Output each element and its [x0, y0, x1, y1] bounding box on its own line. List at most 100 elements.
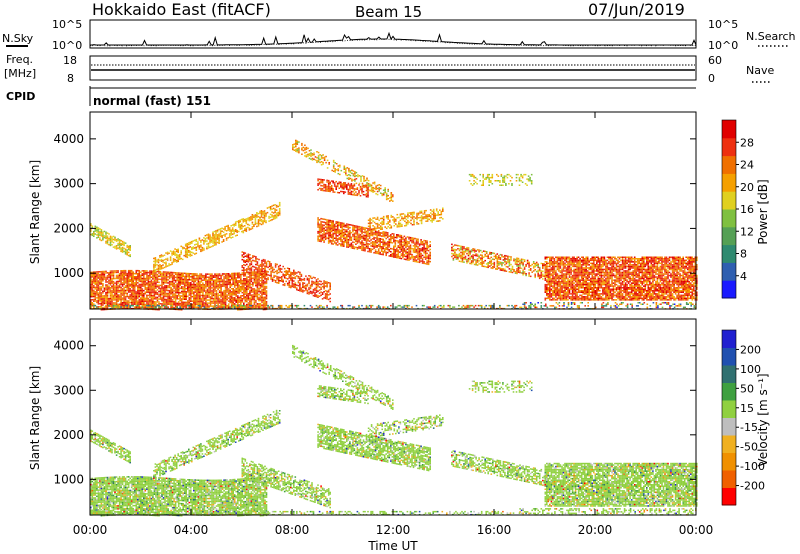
echo-cell	[261, 295, 263, 297]
echo-cell	[161, 274, 163, 276]
echo-cell	[213, 235, 216, 237]
echo-cell	[318, 280, 321, 282]
echo-cell	[202, 290, 204, 292]
echo-cell	[176, 298, 178, 300]
echo-cell	[155, 273, 157, 276]
echo-cell	[330, 221, 333, 224]
echo-cell	[420, 257, 422, 259]
echo-cell	[362, 184, 365, 187]
echo-cell	[427, 263, 430, 266]
echo-cell	[115, 303, 118, 306]
echo-cell	[147, 281, 150, 283]
echo-cell	[253, 255, 256, 258]
echo-cell	[371, 234, 374, 237]
echo-cell	[90, 282, 92, 284]
echo-cell	[379, 228, 382, 230]
echo-cell	[292, 144, 294, 146]
echo-cell	[214, 296, 216, 298]
echo-cell	[392, 195, 394, 198]
echo-cell	[209, 290, 212, 292]
echo-cell	[246, 285, 248, 287]
echo-cell	[291, 279, 294, 282]
beam-title: Beam 15	[355, 3, 422, 21]
echo-cell	[215, 290, 218, 292]
echo-cell	[393, 234, 395, 237]
echo-cell	[242, 225, 245, 228]
echo-cell	[399, 236, 401, 238]
echo-cell	[376, 216, 379, 219]
echo-cell	[175, 253, 178, 256]
echo-cell	[300, 278, 303, 280]
echo-cell	[137, 274, 139, 276]
echo-cell	[303, 282, 306, 284]
echo-cell	[170, 291, 172, 293]
echo-cell	[268, 220, 270, 222]
echo-cell	[187, 285, 189, 287]
echo-cell	[211, 293, 213, 295]
echo-cell	[244, 228, 246, 230]
echo-cell	[323, 189, 325, 192]
echo-cell	[243, 302, 245, 304]
echo-cell	[150, 281, 153, 283]
echo-cell	[165, 274, 168, 276]
echo-cell	[244, 297, 247, 300]
echo-cell	[344, 182, 347, 184]
echo-cell	[249, 291, 251, 293]
echo-cell	[108, 302, 110, 304]
echo-cell	[246, 260, 248, 263]
echo-cell	[193, 283, 195, 286]
echo-cell	[112, 299, 115, 301]
echo-cell	[356, 227, 359, 229]
echo-cell	[208, 291, 210, 294]
echo-cell	[364, 227, 366, 229]
echo-cell	[117, 244, 119, 246]
echo-cell	[102, 307, 104, 309]
echo-cell	[213, 238, 216, 240]
echo-cell	[144, 280, 147, 283]
echo-cell	[252, 291, 254, 293]
echo-cell	[126, 292, 128, 295]
echo-cell	[420, 260, 422, 262]
echo-cell	[194, 280, 197, 283]
echo-cell	[317, 159, 320, 161]
echo-cell	[327, 181, 330, 183]
echo-cell	[149, 273, 151, 275]
echo-cell	[108, 282, 110, 285]
echo-cell	[327, 240, 330, 243]
echo-cell	[174, 248, 176, 250]
echo-cell	[324, 238, 327, 241]
echo-cell	[117, 297, 119, 299]
echo-cell	[364, 237, 366, 240]
echo-cell	[311, 283, 313, 286]
echo-cell	[114, 239, 116, 242]
echo-cell	[249, 286, 251, 289]
echo-cell	[223, 297, 225, 299]
echo-cell	[227, 306, 230, 308]
echo-cell	[91, 280, 94, 283]
echo-cell	[343, 185, 345, 187]
echo-cell	[181, 248, 184, 250]
echo-cell	[200, 303, 203, 306]
echo-cell	[417, 253, 419, 256]
echo-cell	[227, 288, 230, 290]
echo-cell	[230, 292, 233, 295]
echo-cell	[94, 295, 97, 298]
echo-cell	[106, 284, 109, 286]
echo-cell	[403, 258, 406, 260]
echo-cell	[365, 233, 368, 236]
echo-cell	[238, 290, 241, 293]
echo-cell	[343, 224, 345, 226]
echo-cell	[127, 283, 130, 286]
echo-cell	[177, 286, 180, 288]
echo-cell	[155, 301, 157, 303]
echo-cell	[196, 294, 198, 296]
echo-cell	[156, 296, 159, 299]
echo-cell	[200, 302, 203, 304]
echo-cell	[343, 234, 345, 237]
echo-cell	[323, 281, 325, 284]
echo-cell	[150, 299, 153, 301]
echo-cell	[226, 277, 228, 280]
echo-cell	[127, 304, 130, 307]
echo-cell	[335, 237, 337, 240]
echo-cell	[206, 291, 209, 294]
